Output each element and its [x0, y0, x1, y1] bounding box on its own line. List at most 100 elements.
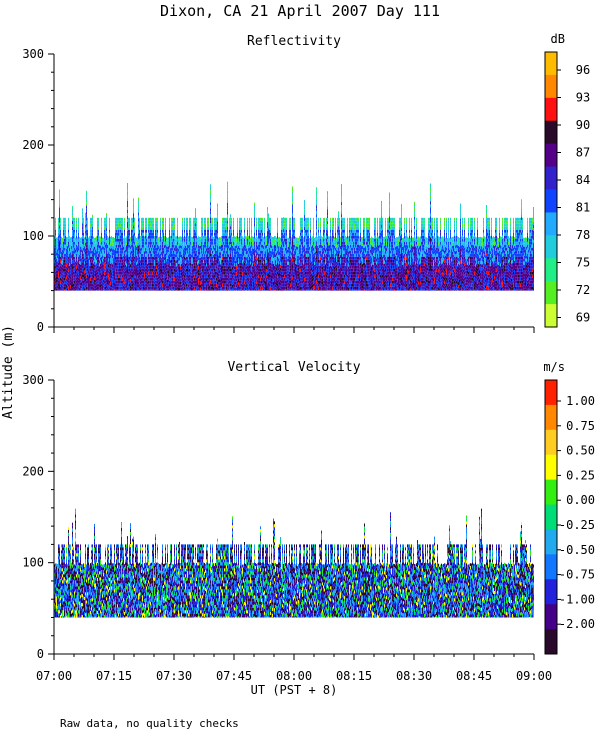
data-cell [239, 241, 240, 245]
data-cell [86, 196, 87, 200]
data-cell [210, 211, 211, 215]
data-cell [107, 248, 108, 251]
data-cell [216, 259, 217, 263]
data-cell [266, 272, 267, 275]
data-cell [171, 244, 172, 248]
data-cell [157, 256, 158, 260]
data-cell [164, 272, 165, 276]
data-cell [186, 235, 187, 239]
data-cell [251, 229, 252, 233]
data-cell [81, 273, 82, 277]
data-cell [239, 289, 240, 291]
data-cell [234, 281, 235, 285]
data-cell [151, 259, 152, 263]
data-cell [224, 244, 225, 248]
data-cell [72, 278, 73, 282]
data-cell [214, 220, 215, 224]
data-cell [235, 275, 236, 279]
data-cell [112, 288, 113, 291]
data-cell [259, 241, 260, 245]
data-cell [84, 249, 85, 253]
data-cell [141, 262, 142, 266]
data-cell [105, 253, 106, 257]
data-cell [204, 244, 205, 248]
data-cell [275, 287, 276, 291]
data-cell [207, 244, 208, 248]
data-cell [224, 277, 225, 281]
data-cell [197, 270, 198, 274]
data-cell [203, 278, 204, 281]
data-cell [205, 265, 206, 269]
data-cell [113, 255, 114, 259]
data-cell [106, 258, 107, 262]
data-cell [59, 231, 60, 235]
data-cell [205, 271, 206, 275]
data-cell [239, 262, 240, 266]
data-cell [158, 252, 159, 256]
data-cell [92, 235, 93, 239]
data-cell [105, 250, 106, 254]
data-cell [194, 268, 195, 272]
data-cell [133, 288, 134, 291]
data-cell [93, 272, 94, 276]
data-cell [183, 285, 184, 289]
data-cell [167, 273, 168, 277]
data-cell [255, 237, 256, 241]
data-cell [215, 223, 216, 227]
data-cell [111, 254, 112, 258]
data-cell [159, 245, 160, 249]
data-cell [151, 235, 152, 239]
data-cell [250, 249, 251, 253]
data-cell [182, 265, 183, 269]
data-cell [138, 212, 139, 216]
data-cell [64, 217, 65, 221]
data-cell [233, 283, 234, 287]
data-cell [185, 272, 186, 276]
data-cell [104, 286, 105, 290]
data-cell [262, 289, 263, 291]
data-cell [196, 286, 197, 290]
data-cell [103, 261, 104, 265]
data-cell [91, 271, 92, 275]
data-cell [214, 241, 215, 245]
data-cell [135, 254, 136, 258]
data-cell [198, 245, 199, 249]
data-cell [141, 283, 142, 287]
data-cell [60, 247, 61, 251]
data-cell [112, 267, 113, 271]
data-cell [201, 277, 202, 281]
data-cell [143, 223, 144, 227]
data-cell [209, 249, 210, 253]
data-cell [182, 280, 183, 284]
data-cell [261, 250, 262, 254]
data-cell [200, 245, 201, 249]
data-cell [216, 244, 217, 248]
data-cell [212, 244, 213, 248]
data-cell [154, 239, 155, 243]
data-cell [198, 272, 199, 276]
data-cell [194, 241, 195, 245]
data-cell [240, 238, 241, 242]
data-cell [179, 269, 180, 273]
data-cell [210, 259, 211, 263]
data-cell [196, 271, 197, 275]
data-cell [235, 287, 236, 291]
data-cell [240, 259, 241, 263]
data-cell [145, 271, 146, 275]
data-cell [55, 286, 56, 290]
data-cell [150, 229, 151, 233]
data-cell [160, 265, 161, 269]
data-cell [117, 247, 118, 251]
data-cell [141, 226, 142, 230]
data-cell [151, 286, 152, 290]
data-cell [259, 256, 260, 260]
data-cell [101, 277, 102, 281]
data-cell [67, 282, 68, 286]
data-cell [212, 259, 213, 263]
data-cell [202, 247, 203, 251]
data-cell [256, 262, 257, 266]
data-cell [75, 255, 76, 259]
data-cell [244, 247, 245, 251]
data-cell [106, 285, 107, 289]
data-cell [184, 253, 185, 257]
